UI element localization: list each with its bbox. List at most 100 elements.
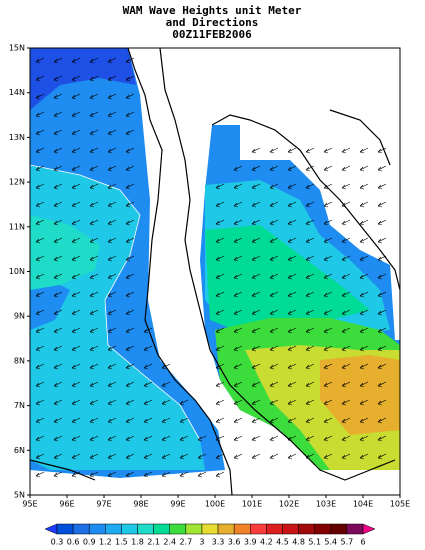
wave-direction-arrow	[125, 165, 135, 172]
wave-direction-arrow	[161, 471, 171, 478]
sea-field	[30, 48, 136, 110]
wave-direction-arrow	[377, 345, 387, 352]
colorbar-box	[56, 523, 74, 535]
wave-direction-arrow	[233, 165, 243, 172]
x-tick-label: 105E	[390, 500, 410, 509]
wave-direction-arrow	[125, 273, 135, 280]
wave-direction-arrow	[89, 255, 99, 262]
wave-direction-arrow	[107, 165, 117, 172]
wave-direction-arrow	[35, 57, 45, 64]
wave-direction-arrow	[359, 309, 369, 316]
wave-direction-arrow	[35, 255, 45, 262]
wave-direction-arrow	[359, 417, 369, 424]
colorbar-label: 1.8	[131, 538, 144, 547]
wave-direction-arrow	[305, 219, 315, 226]
wave-direction-arrow	[125, 75, 135, 82]
wave-direction-arrow	[233, 417, 243, 424]
wave-direction-arrow	[89, 363, 99, 370]
y-tick-label: 13N	[9, 133, 25, 142]
wave-direction-arrow	[233, 399, 243, 406]
wave-direction-arrow	[35, 435, 45, 442]
wave-direction-arrow	[71, 435, 81, 442]
coastline	[30, 459, 96, 481]
wave-direction-arrow	[71, 363, 81, 370]
wave-direction-arrow	[269, 273, 279, 280]
wave-direction-arrow	[125, 93, 135, 100]
wave-direction-arrow	[107, 327, 117, 334]
wave-direction-arrow	[35, 363, 45, 370]
wave-direction-arrow	[359, 255, 369, 262]
wave-direction-arrow	[269, 381, 279, 388]
coastline	[127, 48, 233, 495]
wave-direction-arrow	[359, 345, 369, 352]
wave-direction-arrow	[377, 201, 387, 208]
wave-direction-arrow	[89, 399, 99, 406]
wave-direction-arrow	[89, 291, 99, 298]
y-tick-label: 12N	[9, 178, 25, 187]
wave-direction-arrow	[53, 363, 63, 370]
y-tick-label: 14N	[9, 88, 25, 97]
wave-direction-arrow	[107, 471, 117, 478]
wave-direction-arrow	[323, 219, 333, 226]
sea-field	[30, 215, 100, 290]
wave-direction-arrow	[341, 309, 351, 316]
wave-direction-arrow	[125, 345, 135, 352]
wave-direction-arrow	[53, 381, 63, 388]
wave-direction-arrow	[143, 363, 153, 370]
wave-direction-arrow	[35, 417, 45, 424]
wave-direction-arrow	[323, 273, 333, 280]
wave-direction-arrow	[287, 147, 297, 154]
wave-direction-arrow	[341, 219, 351, 226]
wave-direction-arrow	[305, 453, 315, 460]
colorbar-box	[298, 523, 315, 535]
wave-direction-arrow	[161, 435, 171, 442]
wave-direction-arrow	[269, 327, 279, 334]
wave-direction-arrow	[71, 471, 81, 478]
wave-direction-arrow	[71, 183, 81, 190]
wave-direction-arrow	[71, 273, 81, 280]
colorbar-box	[217, 523, 235, 535]
wave-direction-arrow	[377, 255, 387, 262]
wave-direction-arrow	[53, 57, 63, 64]
wave-direction-arrow	[53, 111, 63, 118]
wave-direction-arrow	[53, 93, 63, 100]
wave-direction-arrow	[53, 237, 63, 244]
wave-direction-arrow	[107, 237, 117, 244]
wave-direction-arrow	[71, 381, 81, 388]
wave-direction-arrow	[323, 201, 333, 208]
wave-direction-arrow	[287, 255, 297, 262]
wave-direction-arrow	[377, 219, 387, 226]
wave-direction-arrow	[251, 165, 261, 172]
wave-direction-arrow	[53, 435, 63, 442]
wave-direction-arrow	[215, 381, 225, 388]
wave-direction-arrow	[305, 201, 315, 208]
wave-direction-arrow	[125, 147, 135, 154]
wave-direction-arrow	[251, 255, 261, 262]
wave-direction-arrow	[377, 183, 387, 190]
colorbar-label: 3	[199, 538, 204, 547]
wave-direction-arrow	[53, 201, 63, 208]
x-tick-label: 101E	[242, 500, 262, 509]
wave-direction-arrow	[89, 237, 99, 244]
sea-field	[320, 355, 400, 435]
wave-direction-arrow	[233, 435, 243, 442]
wave-direction-arrow	[341, 165, 351, 172]
wave-direction-arrow	[305, 165, 315, 172]
wave-direction-arrow	[233, 363, 243, 370]
wave-direction-arrow	[107, 291, 117, 298]
wave-direction-arrow	[35, 183, 45, 190]
colorbar-label: 4.8	[292, 538, 305, 547]
wave-direction-arrow	[125, 183, 135, 190]
wave-direction-arrow	[359, 399, 369, 406]
colorbar-label: 3.9	[244, 538, 257, 547]
wave-direction-arrow	[359, 363, 369, 370]
wave-direction-arrow	[89, 273, 99, 280]
wave-direction-arrow	[305, 327, 315, 334]
wave-direction-arrow	[53, 255, 63, 262]
wave-direction-arrow	[305, 381, 315, 388]
wave-direction-arrow	[143, 453, 153, 460]
wave-direction-arrow	[53, 309, 63, 316]
x-tick-label: 95E	[22, 500, 37, 509]
wave-direction-arrow	[233, 255, 243, 262]
wave-direction-arrow	[251, 399, 261, 406]
